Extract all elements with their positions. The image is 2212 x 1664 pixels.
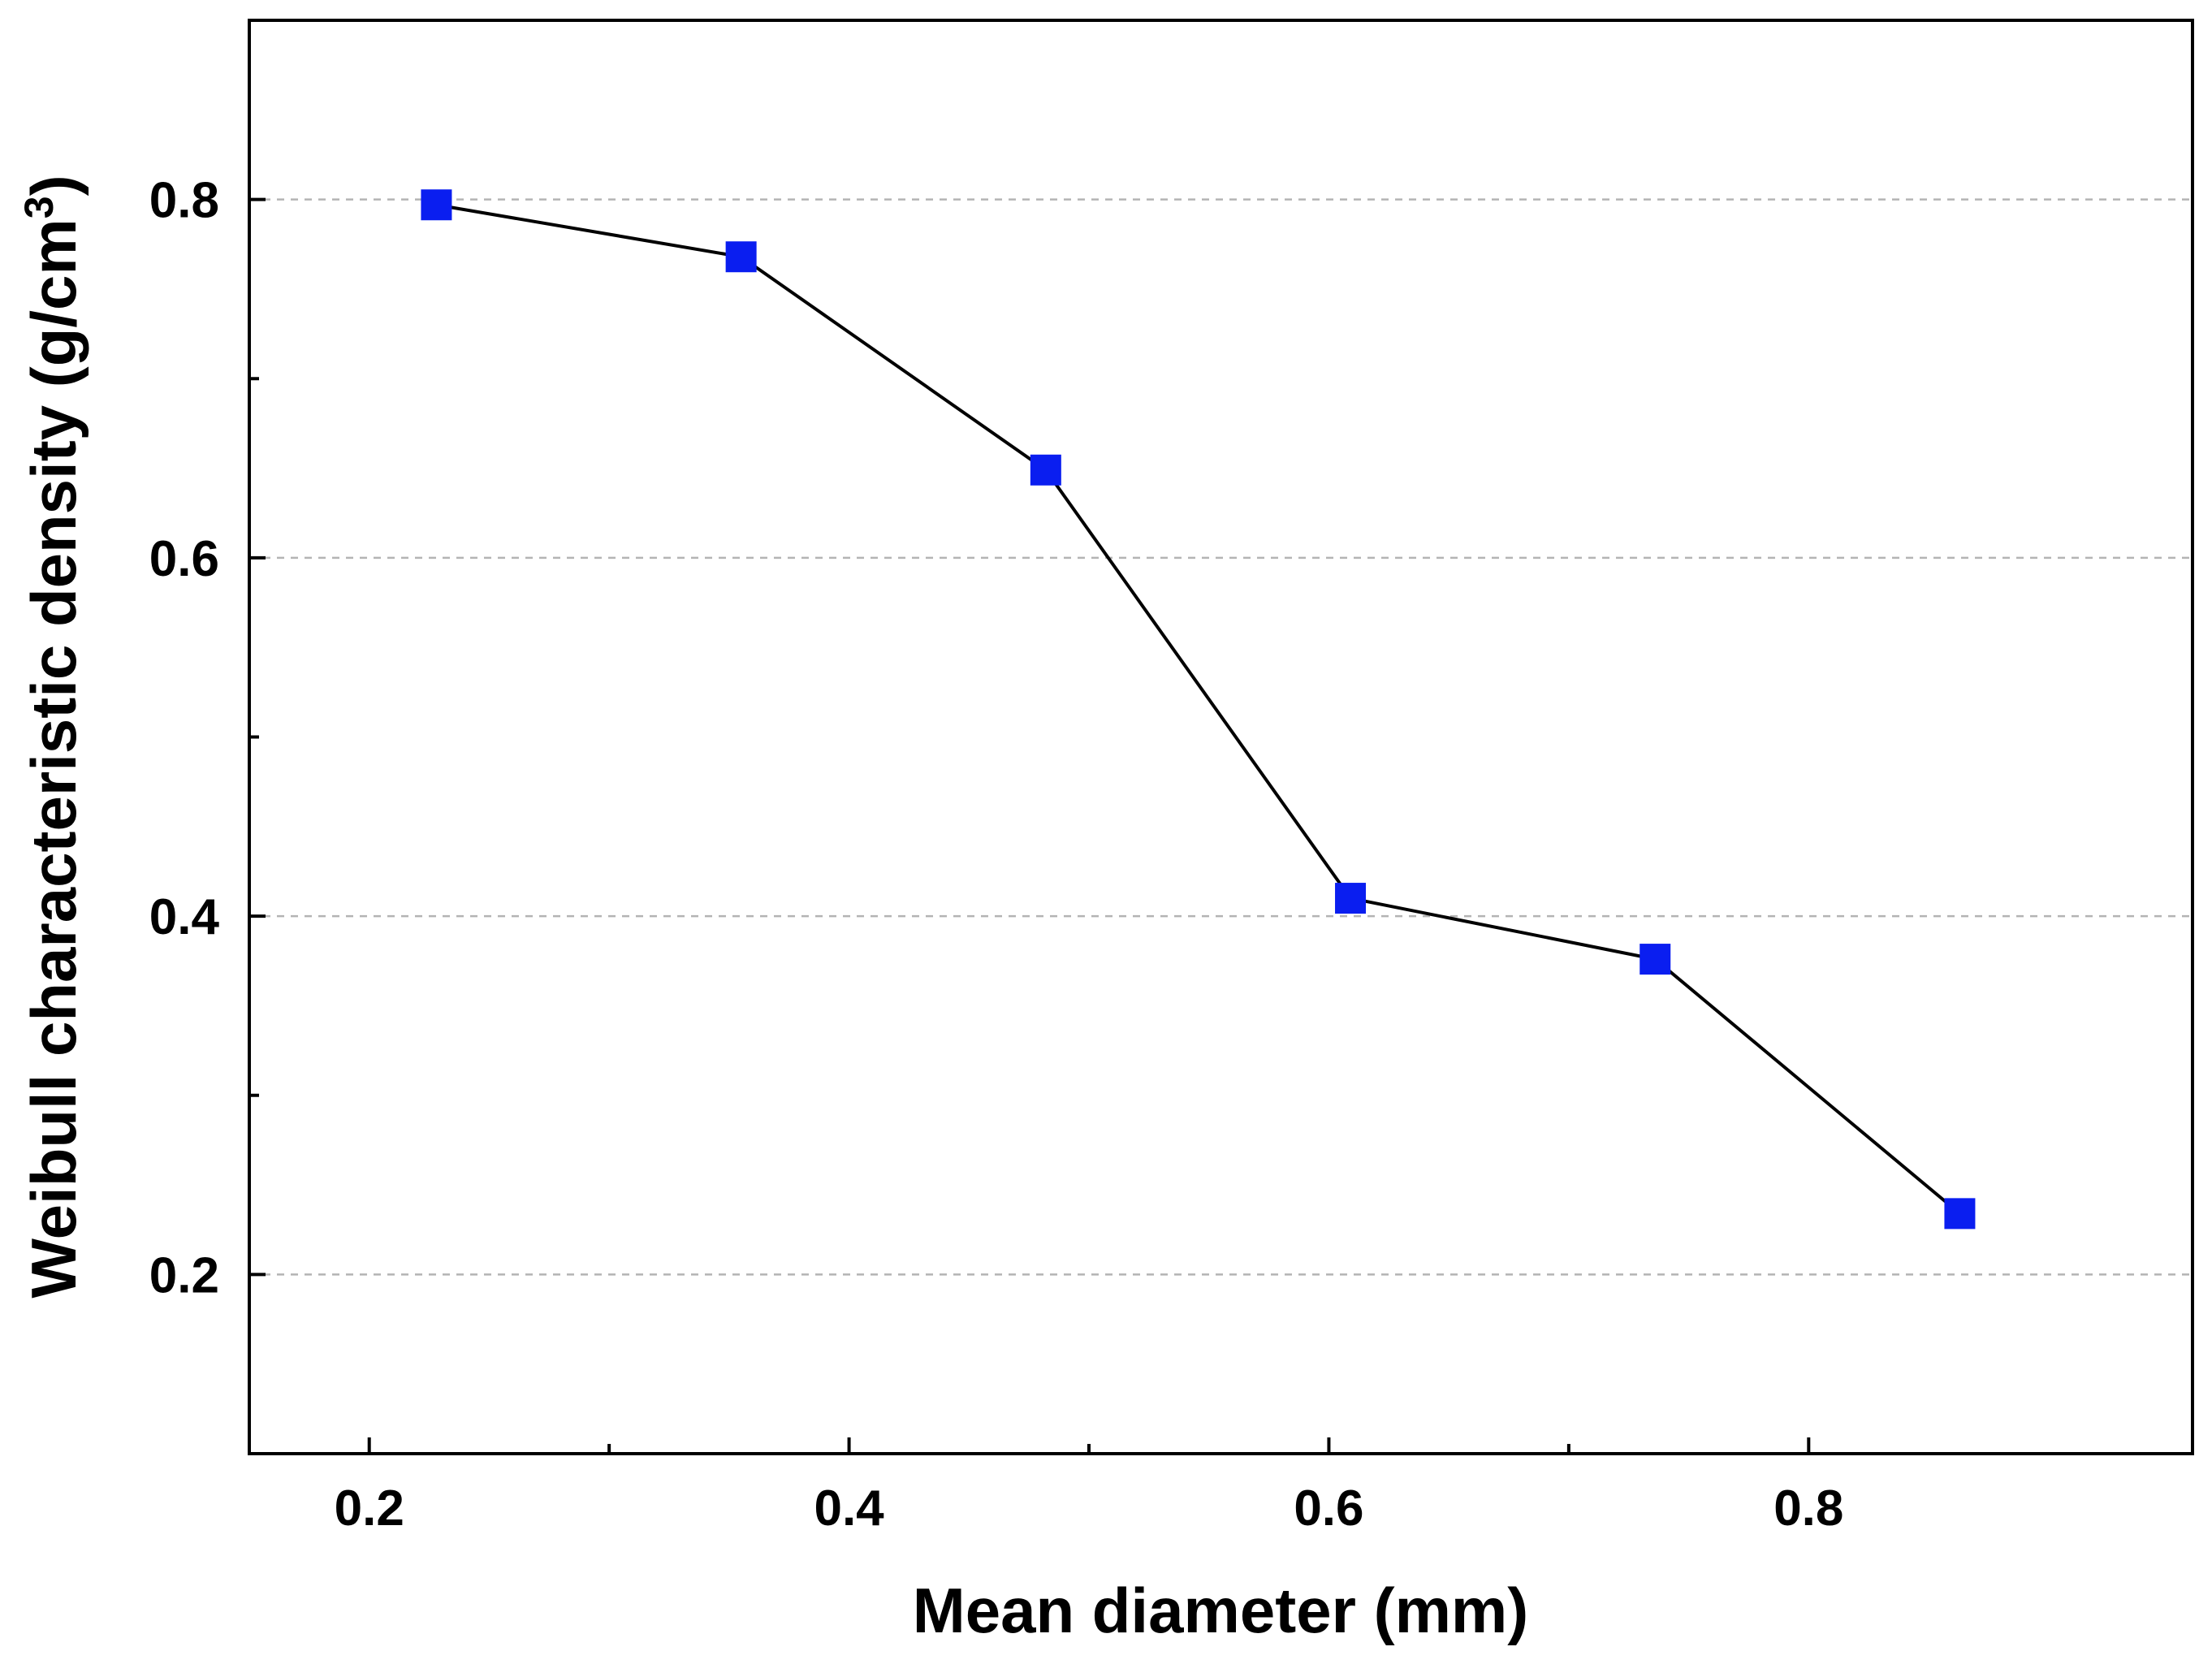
x-tick-label: 0.4: [814, 1480, 884, 1536]
plot-frame: [248, 19, 2194, 1455]
y-axis-title-superscript: 3: [16, 196, 62, 218]
data-point-marker: [1944, 1198, 1976, 1230]
x-tick-labels: 0.2 0.4 0.6 0.8: [335, 1480, 1844, 1536]
x-tick-label: 0.2: [335, 1480, 404, 1536]
data-point-marker: [1335, 883, 1367, 914]
data-point-marker: [725, 241, 757, 273]
grid-lines: [249, 198, 2193, 1276]
data-point-marker: [1640, 944, 1671, 975]
axis-ticks: [249, 197, 1811, 1454]
y-axis-title-close: ): [18, 175, 89, 196]
y-axis-title-main: Weibull characteristic density (g/cm: [18, 218, 89, 1298]
y-tick-label: 0.4: [149, 889, 220, 945]
series-markers: [421, 189, 1976, 1230]
y-tick-label: 0.6: [149, 531, 219, 587]
x-axis-title: Mean diameter (mm): [913, 1575, 1529, 1646]
x-tick-label: 0.8: [1773, 1480, 1843, 1536]
data-point-marker: [1030, 454, 1061, 486]
data-point-marker: [421, 189, 452, 221]
y-tick-labels: 0.2 0.4 0.6 0.8: [149, 173, 220, 1304]
y-axis-title: Weibull characteristic density (g/cm3): [16, 175, 89, 1298]
y-tick-label: 0.8: [149, 173, 219, 229]
series-line-group: [436, 203, 1961, 1215]
y-tick-label: 0.2: [149, 1247, 219, 1303]
x-tick-label: 0.6: [1294, 1480, 1363, 1536]
series-line: [436, 203, 1961, 1215]
